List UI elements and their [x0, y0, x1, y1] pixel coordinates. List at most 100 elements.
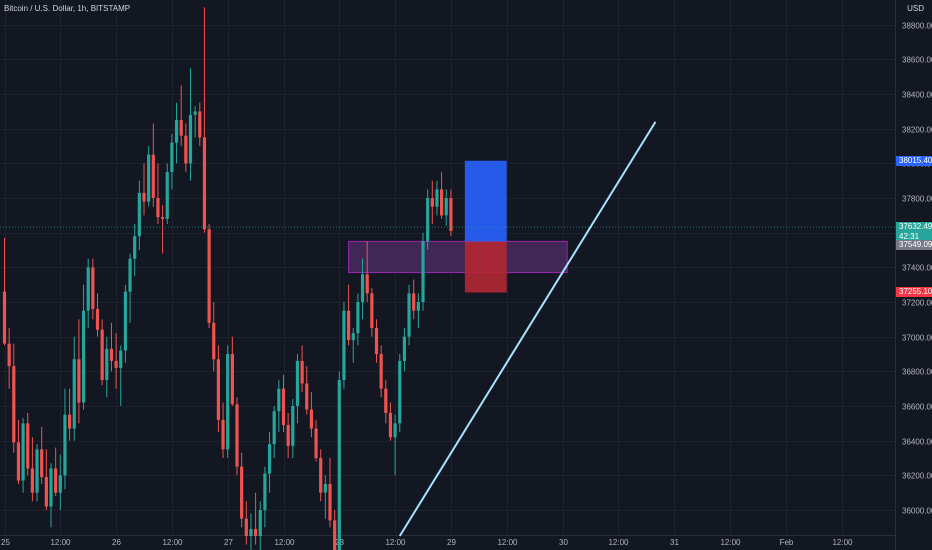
candle-body — [258, 510, 262, 536]
candle-body — [254, 529, 258, 536]
candle — [114, 333, 118, 389]
candle — [202, 7, 207, 233]
trendline[interactable] — [398, 121, 657, 537]
candle — [49, 463, 53, 528]
candle — [319, 449, 323, 502]
drawings-layer[interactable] — [348, 160, 568, 293]
candle — [212, 302, 216, 372]
candle-body — [444, 198, 448, 216]
candle-body — [323, 484, 327, 493]
candle — [388, 402, 393, 441]
candle-body — [281, 388, 286, 426]
long-position-stop-zone[interactable] — [464, 241, 507, 293]
candlestick-series — [2, 7, 453, 550]
candle — [174, 102, 179, 164]
symbol-title[interactable]: Bitcoin / U.S. Dollar, 1h, BITSTAMP — [4, 4, 131, 13]
candle-body — [337, 380, 341, 550]
candle-body — [300, 360, 304, 384]
candle — [333, 510, 337, 550]
candle — [449, 189, 453, 237]
candle-body — [328, 484, 332, 521]
bar-countdown-tag: 42:31 — [896, 232, 932, 243]
overlay-layer[interactable] — [0, 121, 895, 537]
candle — [26, 412, 30, 476]
price-tick-label: 38400.00 — [902, 91, 932, 100]
candle-body — [109, 348, 114, 361]
candle-body — [277, 388, 281, 412]
time-tick-label: 12:00 — [162, 538, 183, 547]
currency-label[interactable]: USD — [907, 4, 924, 13]
candle — [421, 232, 425, 311]
candle — [240, 452, 244, 528]
candle-body — [30, 468, 34, 493]
candle — [370, 288, 374, 337]
candle-body — [44, 477, 48, 507]
candle — [398, 354, 402, 433]
candle-body — [49, 468, 53, 507]
entry-price-tag: 37549.09 — [896, 239, 932, 250]
candle — [351, 328, 355, 363]
candle-body — [365, 274, 369, 294]
price-tick-label: 37800.00 — [902, 195, 932, 204]
candle — [235, 397, 239, 476]
candle-body — [305, 383, 309, 410]
long-position-target-zone[interactable] — [464, 160, 507, 242]
candle-body — [26, 423, 30, 469]
candle-body — [221, 419, 225, 450]
time-axis[interactable]: 2512:002612:002712:002812:002912:003012:… — [0, 535, 895, 548]
candle — [170, 133, 174, 190]
candle — [207, 224, 211, 329]
candle-body — [170, 142, 174, 173]
candle — [263, 466, 267, 528]
candle — [128, 253, 132, 323]
candle-body — [123, 291, 127, 351]
candle-body — [407, 293, 411, 337]
candle-body — [188, 114, 193, 164]
candle-body — [128, 258, 132, 292]
candle — [244, 501, 248, 545]
candle — [430, 180, 434, 225]
candle — [435, 180, 439, 216]
candle-body — [119, 350, 123, 368]
candle-body — [54, 468, 58, 493]
candle — [198, 102, 202, 147]
candle-body — [179, 120, 183, 136]
price-axis-panel[interactable] — [895, 0, 932, 550]
candle-body — [100, 329, 104, 381]
candle-body — [68, 414, 72, 429]
candle-body — [133, 236, 137, 259]
candle — [416, 293, 420, 329]
candle-body — [360, 274, 365, 303]
candle-body — [35, 449, 39, 493]
candle-body — [295, 360, 300, 407]
candle-body — [198, 111, 202, 138]
candle — [72, 336, 76, 441]
candle — [193, 106, 197, 138]
candle — [147, 146, 151, 207]
candle-body — [309, 409, 313, 429]
candle-body — [263, 473, 267, 510]
candle-body — [398, 360, 402, 424]
candle-body — [7, 343, 11, 367]
candle-body — [114, 360, 118, 368]
candle — [7, 328, 11, 389]
candle — [188, 68, 193, 181]
candle-body — [193, 111, 197, 115]
candle — [30, 437, 34, 502]
candle — [216, 345, 220, 433]
resistance-zone-box[interactable] — [348, 240, 568, 274]
candle — [249, 513, 253, 550]
candle-body — [142, 192, 146, 202]
candle — [365, 241, 369, 303]
candle-body — [72, 359, 76, 429]
candle-body — [95, 308, 100, 330]
candle — [230, 336, 234, 407]
price-tick-label: 38600.00 — [902, 56, 932, 65]
current-price-tag: 37632.49 — [896, 222, 932, 233]
candle — [63, 388, 67, 490]
candle-body — [21, 423, 25, 481]
price-axis[interactable]: 36000.00 36200.00 36400.00 36600.00 36800.00… — [895, 0, 932, 550]
candle-body — [161, 217, 165, 219]
price-tick-label: 38800.00 — [902, 22, 932, 31]
